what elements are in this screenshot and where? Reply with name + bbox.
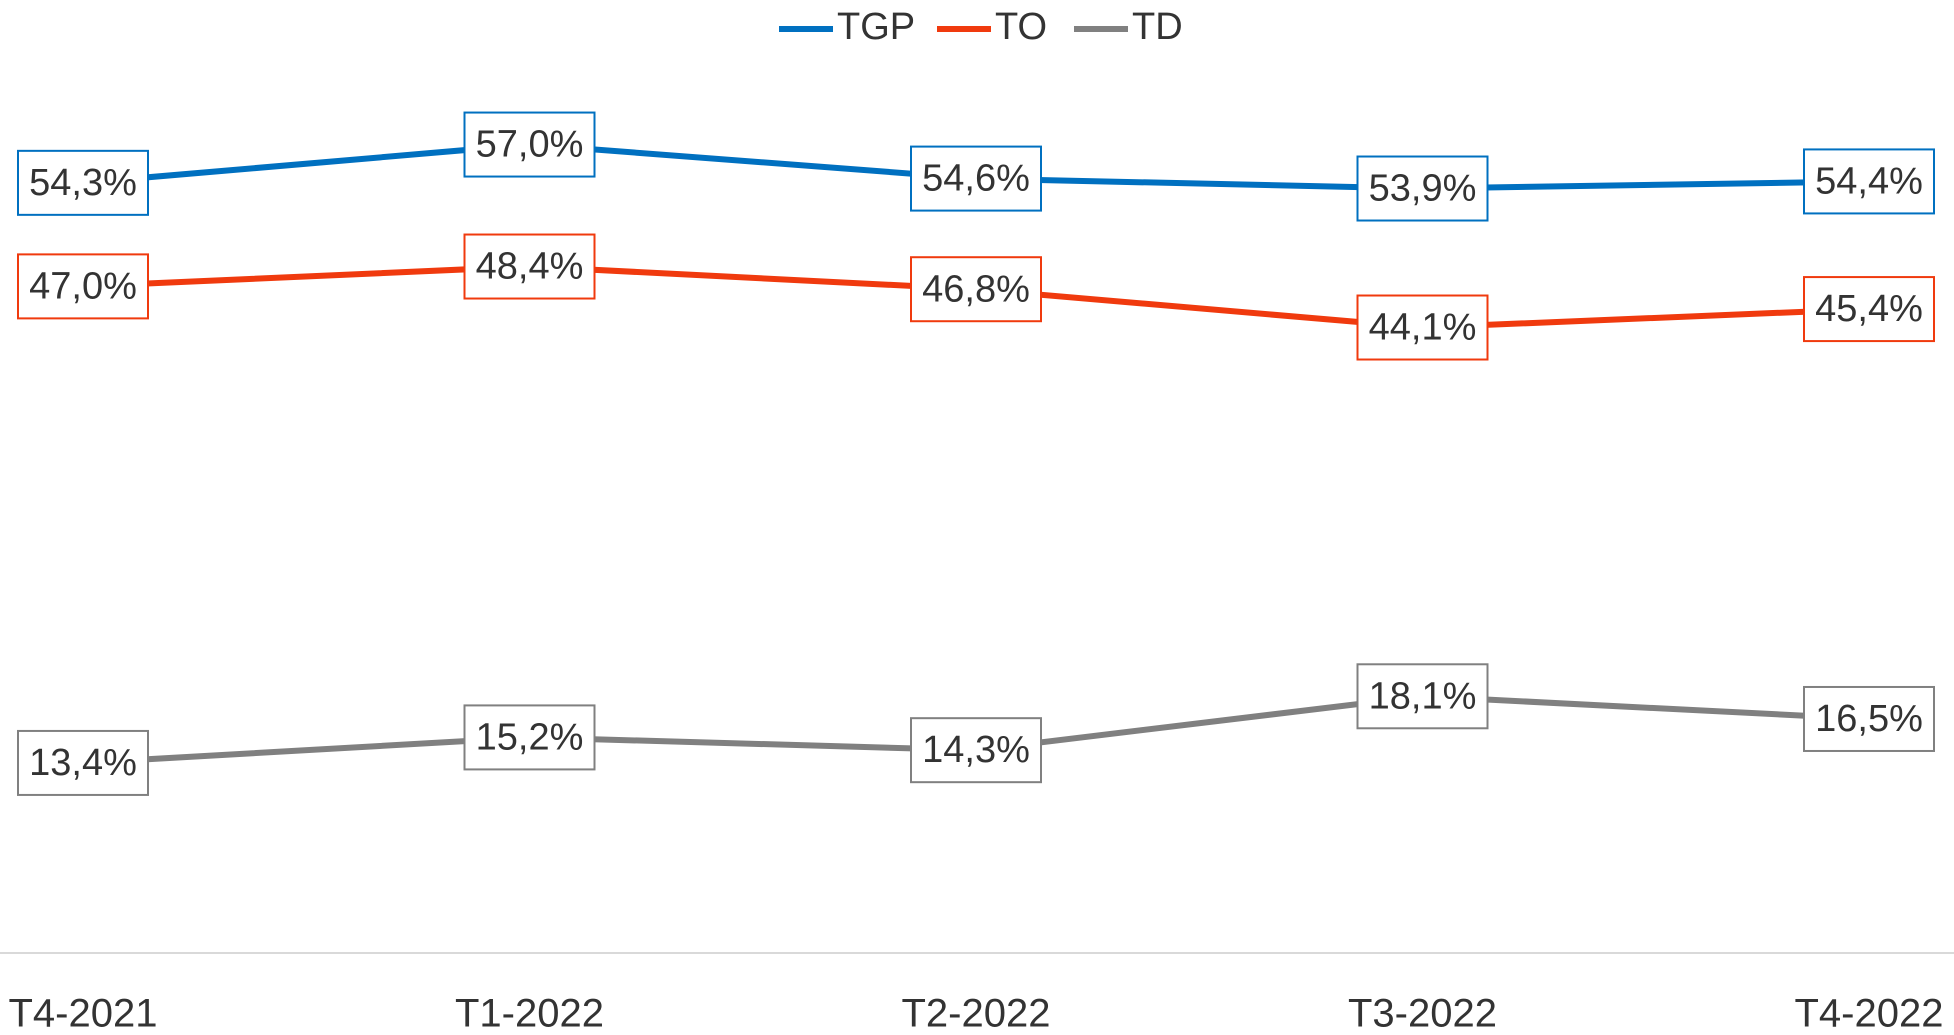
x-tick-label: T4-2021	[9, 992, 158, 1035]
data-label-box	[910, 256, 1042, 323]
data-label: 13,4%	[29, 742, 137, 784]
data-label: 45,4%	[1815, 288, 1923, 330]
data-label: 44,1%	[1369, 307, 1477, 349]
data-label: 54,4%	[1815, 160, 1923, 202]
data-label: 48,4%	[476, 246, 584, 288]
legend-label: TD	[1132, 6, 1183, 48]
data-label-box	[1803, 685, 1935, 752]
legend-label: TO	[995, 6, 1047, 48]
data-label-box	[17, 253, 149, 320]
data-label: 18,1%	[1369, 675, 1477, 717]
data-label: 16,5%	[1815, 698, 1923, 740]
data-label-box	[463, 111, 596, 178]
data-label-box	[1356, 155, 1489, 222]
data-label: 54,3%	[29, 162, 137, 204]
legend-label: TGP	[837, 6, 915, 48]
data-label-box	[1803, 148, 1935, 215]
data-label-box	[463, 704, 596, 771]
data-label-box	[17, 149, 149, 216]
data-label: 14,3%	[922, 729, 1030, 771]
data-label: 53,9%	[1369, 168, 1477, 210]
data-label-box	[1356, 294, 1489, 361]
data-label-box	[910, 145, 1042, 212]
data-label: 54,6%	[922, 158, 1030, 200]
data-label-box	[910, 717, 1042, 784]
data-label-box	[1803, 276, 1935, 343]
x-tick-label: T2-2022	[902, 992, 1051, 1035]
x-tick-label: T1-2022	[455, 992, 604, 1035]
data-label: 15,2%	[476, 716, 584, 758]
data-label: 57,0%	[476, 124, 584, 166]
data-label: 46,8%	[922, 268, 1030, 310]
x-tick-label: T4-2022	[1795, 992, 1944, 1035]
x-tick-label: T3-2022	[1348, 992, 1497, 1035]
data-label-box	[463, 233, 596, 300]
data-label-box	[17, 729, 149, 796]
data-label: 47,0%	[29, 265, 137, 307]
data-label-box	[1356, 663, 1489, 730]
